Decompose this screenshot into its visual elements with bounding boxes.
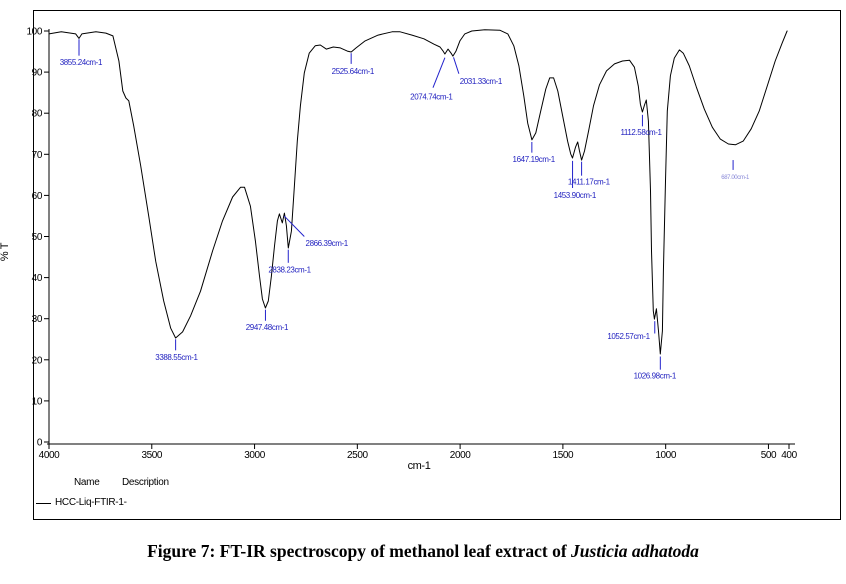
ftir-spectrum-plot: 0 10 20 30 40 50 60 70 80 90 100 4000 3500 3000 2500 20… [27, 27, 798, 473]
peak-label: 1647.19cm-1 [513, 155, 556, 164]
y-tick-label: 90 [32, 68, 43, 79]
peak-label: 1112.58cm-1 [620, 128, 662, 137]
x-tick-label: 500 [761, 450, 777, 461]
spectrum-curve [48, 29, 788, 355]
peak-leader-line [453, 57, 460, 74]
x-tick-label: 3500 [141, 450, 162, 461]
legend-description-header: Description [122, 477, 169, 488]
peak-label: 3855.24cm-1 [60, 58, 103, 67]
peak-label: 2525.64cm-1 [332, 67, 375, 76]
caption-text: Figure 7: FT-IR spectroscopy of methanol… [147, 541, 572, 561]
legend-name-header: Name [74, 477, 100, 488]
peak-label: 3388.55cm-1 [155, 353, 198, 362]
peak-leader-line [432, 57, 446, 88]
legend-line-sample [36, 503, 51, 504]
y-tick-label: 70 [32, 150, 43, 161]
y-tick-label: 0 [37, 438, 43, 449]
y-tick-label: 100 [27, 27, 43, 38]
x-axis-title: cm-1 [408, 460, 431, 472]
y-tick-label: 50 [32, 232, 43, 243]
figure-caption: Figure 7: FT-IR spectroscopy of methanol… [0, 541, 846, 562]
peak-leader-line [283, 215, 305, 237]
peak-label: 2031.33cm-1 [460, 77, 503, 86]
y-tick-label: 60 [32, 191, 43, 202]
y-tick-label: 40 [32, 273, 43, 284]
peak-label: 2074.74cm-1 [410, 92, 453, 101]
x-tick-label: 1500 [553, 450, 574, 461]
x-tick-label: 400 [781, 450, 797, 461]
y-tick-label: 80 [32, 109, 43, 120]
peak-label: 1453.90cm-1 [554, 191, 597, 200]
y-tick-label: 30 [32, 314, 43, 325]
peak-label: 687.00cm-1 [721, 175, 750, 181]
x-tick-label: 4000 [39, 450, 60, 461]
x-tick-label: 2500 [347, 450, 368, 461]
caption-species-name: Justicia adhatoda [571, 541, 699, 561]
y-tick-label: 20 [32, 355, 43, 366]
peak-label: 2947.48cm-1 [246, 323, 289, 332]
x-tick-label: 3000 [244, 450, 265, 461]
x-tick-label: 2000 [450, 450, 471, 461]
peak-label: 1052.57cm-1 [607, 332, 650, 341]
x-tick-label: 1000 [655, 450, 676, 461]
y-axis-title: % T [0, 242, 12, 262]
peak-label: 2866.39cm-1 [306, 239, 349, 248]
legend-series-name: HCC-Liq-FTIR-1- [55, 497, 127, 508]
peak-label: 1026.98cm-1 [634, 372, 677, 381]
peak-label: 1411.17cm-1 [568, 178, 611, 187]
y-tick-label: 10 [32, 396, 43, 407]
figure-frame: 0 10 20 30 40 50 60 70 80 90 100 4000 3500 3000 2500 20… [27, 10, 841, 520]
peak-label: 2838.23cm-1 [268, 266, 311, 275]
